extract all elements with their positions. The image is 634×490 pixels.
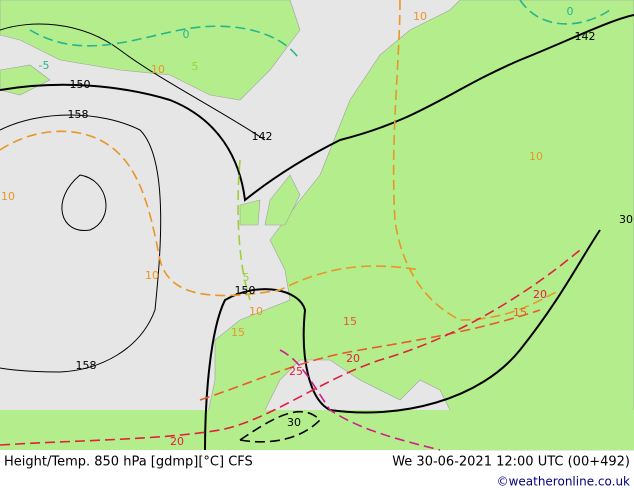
contour-label: 15: [343, 315, 357, 328]
contour-label: 5: [243, 271, 250, 284]
contour-label: 30: [287, 416, 301, 429]
map-title: Height/Temp. 850 hPa [gdmp][°C] CFS: [4, 455, 253, 470]
contour-label: 142: [252, 130, 273, 143]
contour-label: 10: [151, 63, 165, 76]
africa-strip: [0, 410, 634, 450]
contour-label: 10: [413, 10, 427, 23]
contour-label: 10: [249, 305, 263, 318]
contour-label: 0: [183, 28, 190, 41]
contour-label: 20: [346, 352, 360, 365]
contour-label: 20: [533, 288, 547, 301]
contour-label: 25: [289, 365, 303, 378]
contour-label: 10: [529, 150, 543, 163]
contour-label: 30: [619, 213, 633, 226]
contour-label: 142: [575, 30, 596, 43]
contours: [0, 0, 634, 451]
contour-label: 5: [192, 60, 199, 73]
contour-label: 0: [567, 5, 574, 18]
contour-label: -5: [39, 59, 50, 72]
contour-label: 10: [145, 269, 159, 282]
contour-labels: 150 158 142 142 150 158 10 10 10 10 10 10 5 5 0 0 -5 15 15…: [1, 5, 633, 448]
datetime: We 30-06-2021 12:00 UTC (00+492): [392, 455, 630, 470]
contour-label: 20: [170, 435, 184, 448]
contour-label: 15: [513, 306, 527, 319]
contour-label: 150: [70, 78, 91, 91]
contour-label: 10: [1, 190, 15, 203]
contour-label: 158: [76, 359, 97, 372]
contour-label: 150: [235, 284, 256, 297]
contour-label: 158: [68, 108, 89, 121]
land: [0, 0, 634, 451]
contour-label: 15: [231, 326, 245, 339]
credit: ©weatheronline.co.uk: [497, 475, 630, 489]
